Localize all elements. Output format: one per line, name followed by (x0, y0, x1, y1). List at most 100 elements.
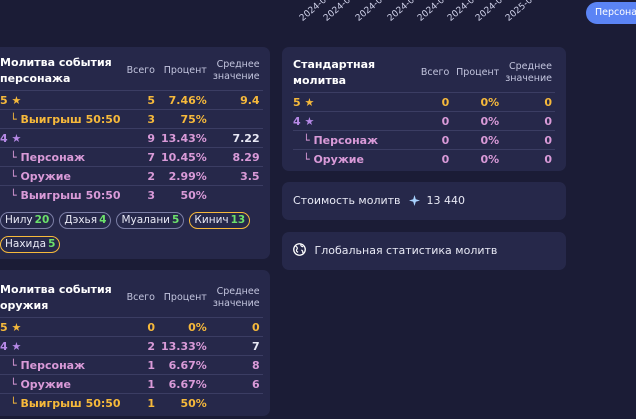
row-total: 9 (123, 128, 158, 148)
col-percent-header: Процент (163, 292, 207, 303)
character-filter-label: Персона (595, 7, 636, 18)
row-avg: 9.4 (209, 90, 263, 110)
row-label: 5 ★ (0, 317, 124, 337)
chart-x-label: 2024-0 (474, 0, 505, 24)
row-total: 2 (123, 336, 158, 356)
col-total-header: Всего (420, 67, 450, 78)
character-banner-table: Молитва события персонажа Всего Процент … (0, 55, 263, 205)
chip-count: 4 (99, 214, 107, 226)
table-row: 4 ★ 9 13.43% 7.22 (0, 128, 263, 148)
row-label: 5 ★ (293, 92, 418, 112)
standard-banner-title: Стандартная молитва (293, 58, 376, 87)
row-avg: 3.5 (209, 166, 263, 186)
table-row: └ Персонаж 0 0% 0 (293, 130, 555, 150)
row-avg: 0 (502, 130, 555, 150)
col-avg-header: Среднее значение (505, 61, 552, 84)
table-row: 5 ★ 0 0% 0 (293, 92, 555, 112)
row-percent: 0% (452, 111, 503, 131)
row-percent: 10.45% (157, 147, 210, 167)
row-total: 7 (123, 147, 158, 167)
row-label: 5 ★ (0, 90, 124, 110)
global-stats-label: Глобальная статистика молитв (314, 244, 498, 257)
row-total: 0 (417, 111, 453, 131)
row-total: 1 (123, 393, 158, 413)
chip-name: Кинич (194, 214, 229, 226)
global-stats-card[interactable]: Глобальная статистика молитв (282, 232, 566, 270)
table-row: 4 ★ 2 13.33% 7 (0, 336, 263, 356)
character-chip[interactable]: Нилу 20 (0, 212, 55, 229)
row-percent: 13.33% (157, 336, 210, 356)
row-total: 0 (417, 92, 453, 112)
chip-count: 5 (172, 214, 180, 226)
row-percent: 75% (157, 109, 210, 129)
row-percent: 6.67% (157, 355, 210, 375)
globe-icon (293, 243, 306, 259)
weapon-banner-card: Молитва события оружия Всего Процент Сре… (0, 270, 270, 416)
character-chip[interactable]: Нахида 5 (0, 236, 61, 253)
row-avg (209, 109, 263, 129)
row-avg: 8.29 (209, 147, 263, 167)
standard-banner-card: Стандартная молитва Всего Процент Средне… (282, 47, 566, 171)
row-label: 4 ★ (293, 111, 418, 131)
row-total: 2 (123, 166, 158, 186)
row-label: └ Выигрыш 50:50 (0, 109, 124, 129)
character-filter-button[interactable]: Персона (586, 2, 636, 24)
row-label: └ Персонаж (0, 147, 124, 167)
character-chip[interactable]: Муалани 5 (116, 212, 185, 229)
row-total: 1 (123, 374, 158, 394)
chart-x-label: 2024-0 (386, 0, 417, 24)
row-avg: 0 (209, 317, 263, 337)
wish-cost-label: Стоимость молитв (293, 194, 401, 207)
chip-count: 13 (230, 214, 246, 226)
row-percent: 13.43% (157, 128, 210, 148)
character-chip[interactable]: Кинич 13 (189, 212, 251, 229)
col-avg-header: Среднее значение (212, 286, 260, 309)
row-avg: 0 (502, 111, 555, 131)
table-row: 5 ★ 0 0% 0 (0, 317, 263, 337)
weapon-banner-title: Молитва события оружия (0, 283, 112, 312)
row-label: └ Выигрыш 50:50 (0, 393, 124, 413)
row-avg: 6 (209, 374, 263, 394)
row-label: └ Оружие (0, 374, 124, 394)
row-total: 5 (123, 90, 158, 110)
col-percent-header: Процент (163, 65, 207, 76)
wish-cost-card: Стоимость молитв 13 440 (282, 182, 566, 220)
row-total: 0 (417, 149, 453, 169)
row-avg: 8 (209, 355, 263, 375)
row-percent: 0% (452, 149, 503, 169)
table-row: 4 ★ 0 0% 0 (293, 111, 555, 131)
row-total: 3 (123, 185, 158, 205)
col-total-header: Всего (126, 292, 155, 303)
row-percent: 50% (157, 393, 210, 413)
row-percent: 6.67% (157, 374, 210, 394)
row-avg: 7 (209, 336, 263, 356)
chart-x-label: 2024-0 (298, 0, 329, 24)
row-percent: 7.46% (157, 90, 210, 110)
chip-count: 20 (34, 214, 50, 226)
row-total: 3 (123, 109, 158, 129)
standard-banner-table: Стандартная молитва Всего Процент Средне… (293, 57, 555, 169)
row-label: └ Оружие (0, 166, 124, 186)
table-row: └ Выигрыш 50:50 3 50% (0, 185, 263, 205)
table-row: └ Оружие 1 6.67% 6 (0, 374, 263, 394)
row-label: └ Выигрыш 50:50 (0, 185, 124, 205)
row-avg: 7.22 (209, 128, 263, 148)
col-percent-header: Процент (456, 67, 500, 78)
character-chips: Нилу 20 Дэхья 4 Муалани 5 Кинич 13 Нахида 5 (0, 208, 270, 256)
weapon-banner-table: Молитва события оружия Всего Процент Сре… (0, 282, 263, 413)
col-total-header: Всего (126, 65, 155, 76)
row-label: 4 ★ (0, 128, 124, 148)
row-percent: 0% (452, 92, 503, 112)
chip-name: Нахида (5, 238, 47, 250)
row-percent: 50% (157, 185, 210, 205)
chart-x-label: 2024-0 (416, 0, 447, 24)
row-avg (209, 393, 263, 413)
table-row: └ Персонаж 7 10.45% 8.29 (0, 147, 263, 167)
col-avg-header: Среднее значение (212, 59, 260, 82)
character-chip[interactable]: Дэхья 4 (59, 212, 112, 229)
character-banner-card: Молитва события персонажа Всего Процент … (0, 47, 270, 259)
row-total: 1 (123, 355, 158, 375)
row-avg (209, 185, 263, 205)
chart-x-label: 2024-0 (354, 0, 385, 24)
table-row: └ Выигрыш 50:50 1 50% (0, 393, 263, 413)
